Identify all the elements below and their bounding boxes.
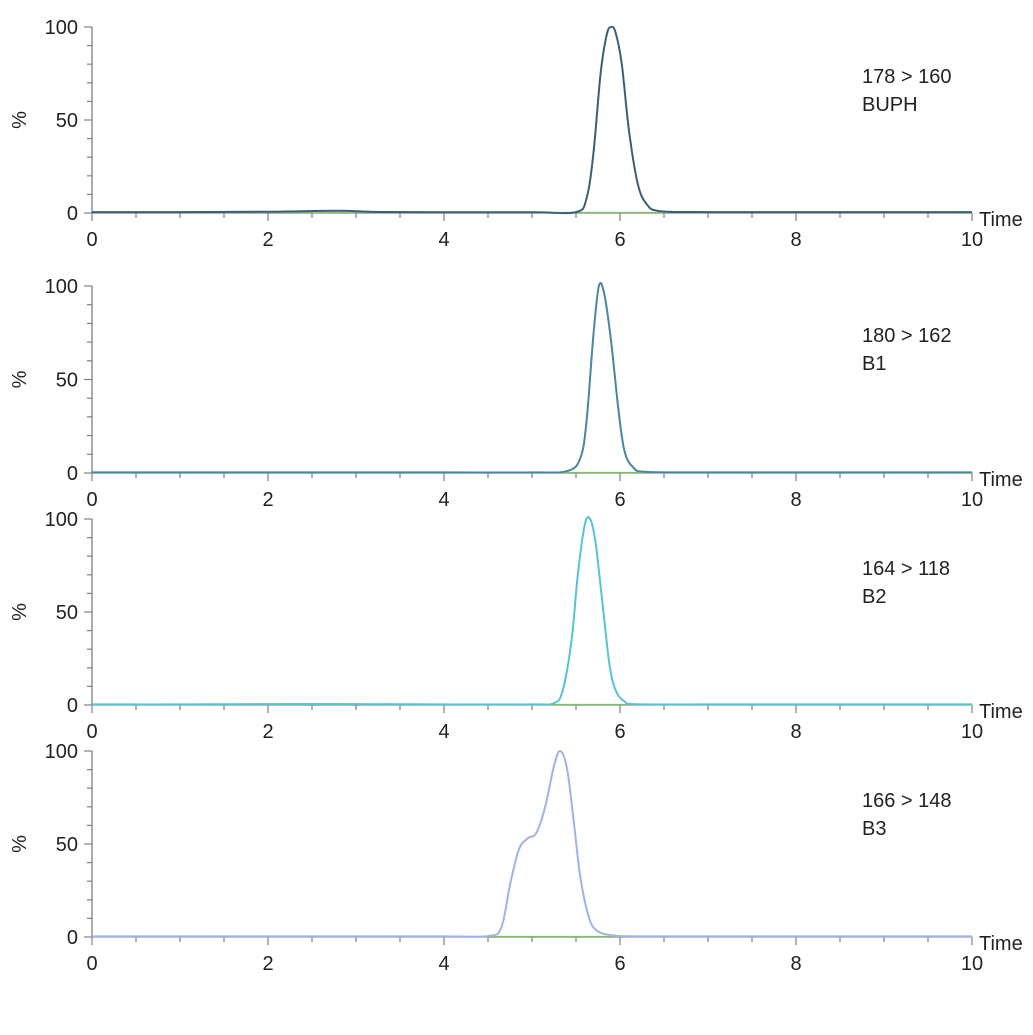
x-tick-label: 2 bbox=[262, 953, 273, 975]
compound-label: B1 bbox=[862, 353, 886, 375]
x-tick-label: 4 bbox=[438, 953, 449, 975]
y-tick-label: 0 bbox=[67, 463, 78, 485]
x-tick-label: 10 bbox=[961, 953, 983, 975]
x-tick-label: 6 bbox=[614, 953, 625, 975]
x-tick-label: 8 bbox=[790, 721, 801, 743]
y-tick-label: 50 bbox=[56, 834, 78, 856]
y-tick-label: 100 bbox=[45, 509, 78, 531]
x-axis-label: Time bbox=[979, 469, 1023, 491]
x-tick-label: 2 bbox=[262, 721, 273, 743]
x-tick-label: 6 bbox=[614, 229, 625, 251]
x-tick-label: 0 bbox=[86, 953, 97, 975]
x-tick-label: 10 bbox=[961, 721, 983, 743]
x-tick-label: 10 bbox=[961, 489, 983, 511]
x-tick-label: 4 bbox=[438, 229, 449, 251]
x-tick-label: 4 bbox=[438, 721, 449, 743]
chromatogram-trace bbox=[92, 25, 972, 215]
y-axis-label: % bbox=[9, 835, 31, 853]
x-axis-label: Time bbox=[979, 933, 1023, 955]
y-tick-label: 50 bbox=[56, 110, 78, 132]
y-tick-label: 50 bbox=[56, 602, 78, 624]
y-tick-label: 100 bbox=[45, 276, 78, 298]
y-axis-label: % bbox=[9, 111, 31, 129]
transition-label: 164 > 118 bbox=[862, 558, 950, 580]
chromatogram-trace bbox=[91, 516, 972, 706]
y-tick-label: 0 bbox=[67, 695, 78, 717]
y-tick-label: 0 bbox=[67, 203, 78, 225]
x-tick-label: 6 bbox=[614, 489, 625, 511]
y-tick-label: 0 bbox=[67, 927, 78, 949]
x-axis-label: Time bbox=[979, 209, 1023, 231]
y-tick-label: 100 bbox=[45, 741, 78, 763]
compound-label: BUPH bbox=[862, 94, 918, 116]
compound-label: B2 bbox=[862, 586, 886, 608]
y-axis-label: % bbox=[9, 603, 31, 621]
x-tick-label: 0 bbox=[86, 489, 97, 511]
x-tick-label: 8 bbox=[790, 953, 801, 975]
x-tick-label: 10 bbox=[961, 229, 983, 251]
y-axis-label: % bbox=[9, 370, 31, 388]
x-axis-label: Time bbox=[979, 701, 1023, 723]
x-tick-label: 8 bbox=[790, 489, 801, 511]
chromatogram-trace bbox=[92, 282, 972, 474]
chart-panel-4: 0 50 100 0 2 4 6 8 10% Time 166 > 148 B3 bbox=[9, 741, 1023, 975]
x-tick-label: 2 bbox=[262, 229, 273, 251]
x-tick-label: 6 bbox=[614, 721, 625, 743]
transition-label: 166 > 148 bbox=[862, 790, 952, 812]
transition-label: 178 > 160 bbox=[862, 66, 952, 88]
x-tick-label: 8 bbox=[790, 229, 801, 251]
compound-label: B3 bbox=[862, 818, 886, 840]
x-tick-label: 2 bbox=[262, 489, 273, 511]
x-tick-label: 0 bbox=[86, 721, 97, 743]
chart-panel-1: 0 50 100 0 2 4 6 8 10% Time 178 > 160 BUPH bbox=[9, 17, 1023, 251]
y-tick-label: 50 bbox=[56, 370, 78, 392]
chart-panel-3: 0 50 100 0 2 4 6 8 10% Time 164 > 118 B2 bbox=[9, 509, 1023, 743]
chromatogram-trace bbox=[92, 750, 972, 938]
x-tick-label: 4 bbox=[438, 489, 449, 511]
chart-panel-2: 0 50 100 0 2 4 6 8 10% Time 180 > 162 B1 bbox=[9, 276, 1023, 511]
transition-label: 180 > 162 bbox=[862, 325, 952, 347]
x-tick-label: 0 bbox=[86, 229, 97, 251]
y-tick-label: 100 bbox=[45, 17, 78, 39]
